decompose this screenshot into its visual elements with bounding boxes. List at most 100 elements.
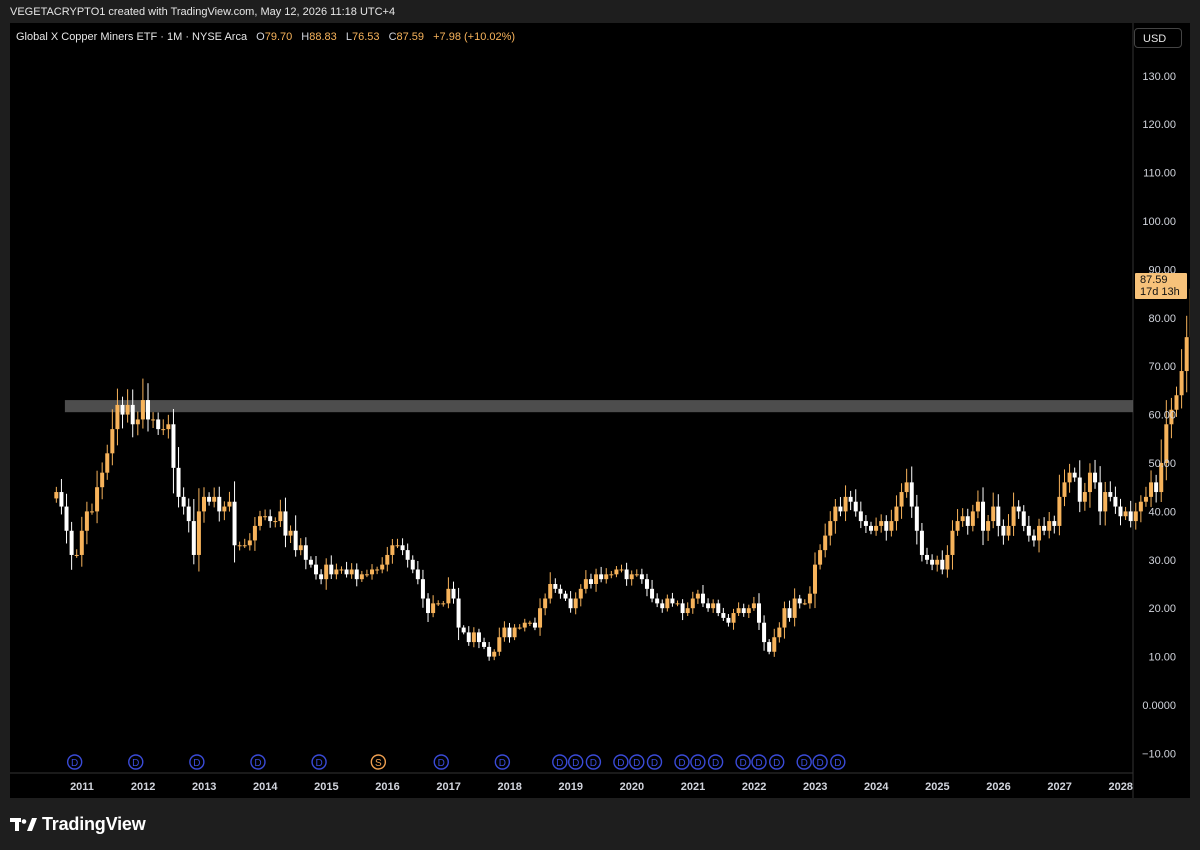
candle: [359, 570, 364, 582]
event-marker-label: D: [773, 758, 780, 769]
candle: [1072, 467, 1077, 482]
candle: [644, 573, 649, 597]
candle: [191, 498, 196, 565]
candle: [461, 625, 466, 635]
dividend-marker[interactable]: D: [250, 754, 266, 770]
candle: [385, 546, 390, 572]
candle: [278, 499, 283, 527]
candle: [1149, 470, 1154, 507]
candle: [476, 628, 481, 649]
candle: [135, 411, 140, 436]
symbol-legend: Global X Copper Miners ETF · 1M · NYSE A…: [16, 31, 515, 43]
candle: [436, 600, 441, 606]
event-marker-label: D: [572, 758, 579, 769]
candle: [1123, 506, 1128, 520]
candle: [563, 590, 568, 601]
candle: [74, 549, 79, 558]
candle: [79, 516, 84, 567]
x-tick-label: 2027: [1047, 781, 1071, 793]
candle: [527, 620, 532, 627]
dividend-marker[interactable]: D: [690, 754, 706, 770]
candle: [879, 514, 884, 533]
candle: [716, 599, 721, 617]
event-marker-label: D: [590, 758, 597, 769]
candle: [344, 561, 349, 578]
event-marker-label: D: [438, 758, 445, 769]
tradingview-logo-text: TradingView: [42, 813, 146, 834]
y-tick-label: 40.00: [1148, 506, 1176, 518]
event-marker-label: D: [254, 758, 261, 769]
candle: [263, 509, 268, 521]
low-value: 76.53: [351, 31, 380, 43]
candle: [909, 466, 914, 518]
candle: [334, 563, 339, 580]
candle: [823, 523, 828, 558]
candle: [935, 555, 940, 572]
candle: [1174, 386, 1179, 417]
candle: [925, 547, 930, 565]
dividend-marker[interactable]: D: [66, 754, 83, 770]
dividend-marker[interactable]: D: [613, 754, 629, 770]
candle: [787, 600, 792, 622]
candle: [456, 587, 461, 641]
dividend-marker[interactable]: D: [830, 754, 846, 770]
dividend-marker[interactable]: D: [646, 754, 663, 770]
candle: [100, 462, 105, 500]
candle: [858, 501, 863, 529]
open-value: 79.70: [264, 31, 293, 43]
dividend-marker[interactable]: D: [494, 754, 511, 770]
candle: [314, 555, 319, 580]
currency-button[interactable]: USD: [1134, 28, 1182, 48]
candle: [609, 570, 614, 579]
dividend-marker[interactable]: D: [567, 754, 584, 770]
dividend-marker[interactable]: D: [189, 754, 205, 770]
time-axis[interactable]: 2011 2012 2013 2014 2015 2016 2017 2018 2019 2020…: [70, 781, 1133, 793]
candle: [848, 490, 853, 511]
candle: [451, 581, 456, 604]
change-value: +7.98 (+10.02%): [433, 31, 516, 43]
candle: [181, 487, 186, 515]
candle: [736, 602, 741, 616]
candle: [1082, 482, 1087, 511]
dividend-marker[interactable]: D: [751, 754, 767, 770]
y-tick-label: 100.00: [1142, 216, 1176, 228]
dividend-marker[interactable]: D: [707, 754, 724, 770]
x-tick-label: 2021: [681, 781, 705, 793]
price-axis[interactable]: 130.00120.00110.00100.0090.0080.0070.006…: [1142, 71, 1176, 761]
candle: [156, 412, 161, 435]
open-label: O: [256, 31, 265, 43]
dividend-marker[interactable]: D: [674, 754, 690, 770]
event-marker-label: D: [694, 758, 701, 769]
dividend-marker[interactable]: D: [796, 754, 812, 770]
candle: [899, 483, 904, 519]
split-marker[interactable]: S: [370, 754, 387, 770]
resistance-zone-layer: [64, 400, 1134, 413]
dividend-marker[interactable]: D: [585, 754, 602, 770]
dividend-marker[interactable]: D: [812, 754, 828, 770]
dividend-marker[interactable]: D: [735, 754, 751, 770]
dividend-marker[interactable]: D: [769, 754, 785, 770]
dividend-marker[interactable]: D: [128, 754, 144, 770]
x-tick-label: 2012: [131, 781, 155, 793]
candle: [1154, 474, 1159, 503]
candle: [446, 577, 451, 609]
candle: [741, 603, 746, 617]
candle: [252, 517, 257, 551]
candle: [410, 555, 415, 574]
dividend-marker[interactable]: D: [552, 754, 568, 770]
candle: [955, 509, 960, 536]
candle: [1108, 481, 1113, 502]
dividend-marker[interactable]: D: [311, 754, 327, 770]
candle: [981, 487, 986, 546]
x-tick-label: 2017: [436, 781, 460, 793]
x-tick-label: 2022: [742, 781, 766, 793]
x-tick-label: 2024: [864, 781, 889, 793]
dividend-marker[interactable]: D: [433, 754, 449, 770]
dividend-marker[interactable]: D: [629, 754, 645, 770]
event-marker-label: S: [375, 758, 382, 769]
candle: [1021, 505, 1026, 532]
candle: [415, 561, 420, 585]
tradingview-logo[interactable]: TradingView: [10, 812, 146, 836]
